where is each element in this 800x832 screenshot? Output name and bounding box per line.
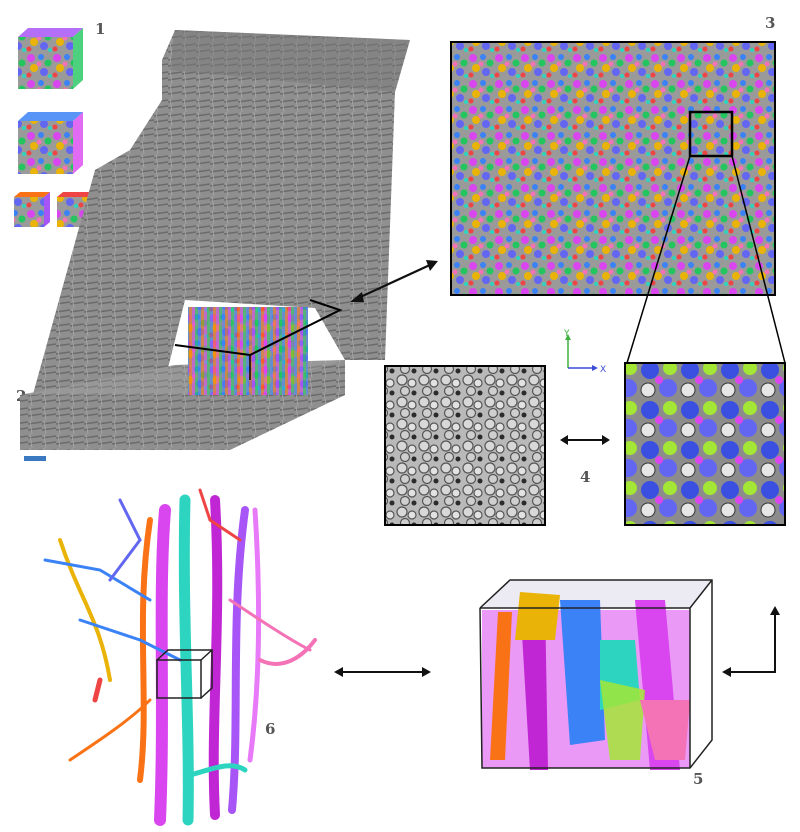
panel-label-6: 6 (265, 720, 276, 738)
panel-label-3: 3 (765, 14, 776, 32)
axis-icon (565, 334, 598, 371)
raw-em-patch (384, 365, 546, 526)
cube-large-1 (18, 28, 83, 89)
panel-label-4: 4 (580, 468, 591, 486)
cube-small-1 (14, 192, 50, 227)
double-arrow-icon-panel4 (560, 435, 610, 445)
panel-4-comparison (384, 362, 786, 526)
panel-1-cubes (14, 28, 95, 227)
slice-plane-outline (174, 299, 343, 357)
double-arrow-icon (350, 260, 438, 302)
axis-label-x: X (600, 365, 606, 375)
segmented-patch (624, 362, 786, 526)
panel-6-neurons (43, 488, 317, 826)
panel-label-5: 5 (693, 770, 704, 788)
panel-5-cube (479, 579, 713, 770)
cube-large-2 (18, 112, 83, 174)
panel-label-1: 1 (95, 20, 106, 38)
double-arrow-icon-panel56 (334, 667, 431, 677)
corner-arrow-icon (722, 606, 780, 677)
scale-bar-icon (24, 456, 46, 461)
zoom-box (688, 110, 734, 158)
panel-3-segmented-section (450, 41, 786, 364)
panel-2-em-volume (20, 30, 410, 450)
axis-label-y: Y (563, 329, 570, 339)
